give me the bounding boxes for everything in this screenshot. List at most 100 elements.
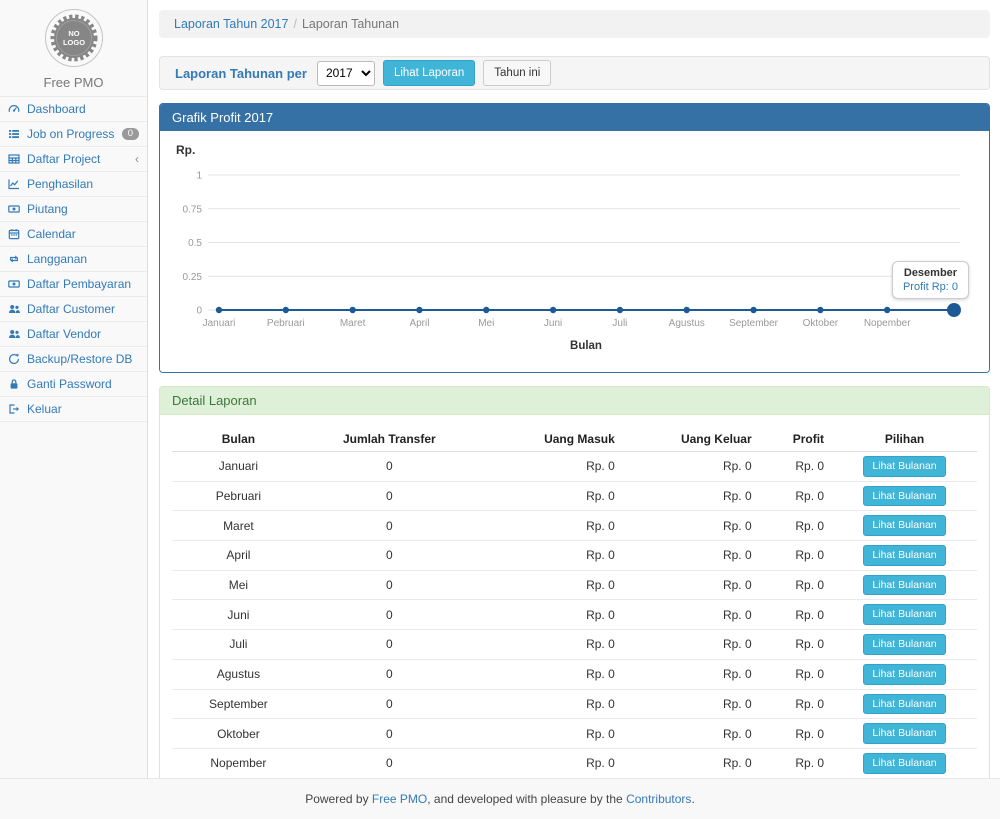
table-cell: 0 bbox=[305, 600, 474, 630]
sidebar-item-dashboard[interactable]: Dashboard bbox=[0, 97, 147, 121]
sidebar-item-job-on-progress[interactable]: Job on Progress 0 bbox=[0, 122, 147, 146]
table-cell: Mei bbox=[172, 570, 305, 600]
table-cell: Oktober bbox=[172, 719, 305, 749]
table-action-cell: Lihat Bulanan bbox=[832, 452, 977, 482]
view-monthly-button[interactable]: Lihat Bulanan bbox=[863, 456, 945, 477]
table-row: April0Rp. 0Rp. 0Rp. 0Lihat Bulanan bbox=[172, 541, 977, 571]
table-cell: Rp. 0 bbox=[623, 689, 760, 719]
table-cell: Rp. 0 bbox=[760, 541, 832, 571]
view-monthly-button[interactable]: Lihat Bulanan bbox=[863, 515, 945, 536]
brand-name: Free PMO bbox=[0, 75, 147, 90]
sidebar-menu-row: Ganti Password bbox=[0, 372, 147, 397]
view-monthly-button[interactable]: Lihat Bulanan bbox=[863, 486, 945, 507]
table-cell: Rp. 0 bbox=[623, 511, 760, 541]
sidebar-menu-row: Penghasilan bbox=[0, 172, 147, 197]
table-action-cell: Lihat Bulanan bbox=[832, 570, 977, 600]
sidebar-item-daftar-vendor[interactable]: Daftar Vendor bbox=[0, 322, 147, 346]
table-row: Maret0Rp. 0Rp. 0Rp. 0Lihat Bulanan bbox=[172, 511, 977, 541]
calendar-icon bbox=[8, 228, 21, 240]
sidebar-item-label: Dashboard bbox=[27, 102, 86, 116]
sidebar-item-langganan[interactable]: Langganan bbox=[0, 247, 147, 271]
sidebar-item-backup-restore-db[interactable]: Backup/Restore DB bbox=[0, 347, 147, 371]
sidebar-menu-row: Calendar bbox=[0, 222, 147, 247]
sidebar-item-daftar-project[interactable]: Daftar Project‹ bbox=[0, 147, 147, 171]
sidebar-item-label: Piutang bbox=[27, 202, 68, 216]
sidebar-item-ganti-password[interactable]: Ganti Password bbox=[0, 372, 147, 396]
footer-middle: , and developed with pleasure by the bbox=[427, 792, 626, 806]
svg-text:0.25: 0.25 bbox=[183, 272, 203, 283]
job-count-badge: 0 bbox=[122, 128, 139, 141]
footer-link-contributors[interactable]: Contributors bbox=[626, 792, 691, 806]
chart-panel-body: Rp. 00.250.50.751JanuariPebruariMaretApr… bbox=[160, 131, 989, 372]
view-monthly-button[interactable]: Lihat Bulanan bbox=[863, 634, 945, 655]
col-header-bulan: Bulan bbox=[172, 427, 305, 452]
table-cell: Rp. 0 bbox=[760, 511, 832, 541]
svg-text:Juni: Juni bbox=[544, 318, 562, 329]
table-cell: 0 bbox=[305, 630, 474, 660]
sidebar-item-label: Penghasilan bbox=[27, 177, 93, 191]
table-cell: 0 bbox=[305, 659, 474, 689]
sidebar-item-label: Daftar Vendor bbox=[27, 327, 101, 341]
breadcrumb-current: Laporan Tahunan bbox=[302, 17, 399, 31]
view-monthly-button[interactable]: Lihat Bulanan bbox=[863, 664, 945, 685]
view-monthly-button[interactable]: Lihat Bulanan bbox=[863, 694, 945, 715]
dashboard-icon bbox=[8, 103, 21, 115]
sidebar-item-label: Job on Progress bbox=[27, 127, 114, 141]
sidebar-item-keluar[interactable]: Keluar bbox=[0, 397, 147, 421]
main-content: Laporan Tahun 2017/Laporan Tahunan Lapor… bbox=[149, 0, 1000, 778]
chevron-left-icon: ‹ bbox=[135, 153, 139, 165]
sidebar-item-daftar-pembayaran[interactable]: Daftar Pembayaran bbox=[0, 272, 147, 296]
table-cell: 0 bbox=[305, 452, 474, 482]
table-cell: Rp. 0 bbox=[623, 481, 760, 511]
chart-y-axis-label: Rp. bbox=[176, 143, 977, 157]
tooltip-value: Profit Rp: 0 bbox=[903, 281, 958, 293]
table-action-cell: Lihat Bulanan bbox=[832, 719, 977, 749]
svg-text:Nopember: Nopember bbox=[864, 318, 911, 329]
table-cell: Januari bbox=[172, 452, 305, 482]
view-monthly-button[interactable]: Lihat Bulanan bbox=[863, 575, 945, 596]
table-cell: Rp. 0 bbox=[474, 541, 623, 571]
table-cell: 0 bbox=[305, 719, 474, 749]
users-icon bbox=[8, 328, 21, 340]
view-monthly-button[interactable]: Lihat Bulanan bbox=[863, 604, 945, 625]
table-cell: Agustus bbox=[172, 659, 305, 689]
footer-link-free-pmo[interactable]: Free PMO bbox=[372, 792, 427, 806]
year-select[interactable]: 2017 bbox=[317, 61, 375, 86]
table-cell: Rp. 0 bbox=[623, 748, 760, 778]
chart-panel-title: Grafik Profit 2017 bbox=[160, 104, 989, 131]
svg-text:September: September bbox=[729, 318, 779, 329]
table-cell: Rp. 0 bbox=[623, 719, 760, 749]
table-cell: Rp. 0 bbox=[474, 481, 623, 511]
sidebar-item-label: Ganti Password bbox=[27, 377, 112, 391]
table-cell: Rp. 0 bbox=[474, 659, 623, 689]
sidebar-item-penghasilan[interactable]: Penghasilan bbox=[0, 172, 147, 196]
col-header-uang-masuk: Uang Masuk bbox=[474, 427, 623, 452]
view-monthly-button[interactable]: Lihat Bulanan bbox=[863, 753, 945, 774]
footer-text: Powered by Free PMO, and developed with … bbox=[305, 792, 695, 806]
view-report-button[interactable]: Lihat Laporan bbox=[383, 60, 475, 86]
table-cell: Rp. 0 bbox=[760, 630, 832, 660]
no-logo-seal-icon: NO LOGO bbox=[44, 8, 104, 68]
detail-panel-title: Detail Laporan bbox=[160, 387, 989, 415]
sidebar-item-calendar[interactable]: Calendar bbox=[0, 222, 147, 246]
sidebar-menu-row: Langganan bbox=[0, 247, 147, 272]
sidebar-item-daftar-customer[interactable]: Daftar Customer bbox=[0, 297, 147, 321]
this-year-button[interactable]: Tahun ini bbox=[483, 60, 551, 86]
footer-suffix: . bbox=[691, 792, 694, 806]
view-monthly-button[interactable]: Lihat Bulanan bbox=[863, 545, 945, 566]
money-icon bbox=[8, 203, 21, 215]
table-cell: 0 bbox=[305, 541, 474, 571]
logo-block: NO LOGO Free PMO bbox=[0, 0, 147, 96]
breadcrumb: Laporan Tahun 2017/Laporan Tahunan bbox=[159, 10, 990, 38]
view-monthly-button[interactable]: Lihat Bulanan bbox=[863, 723, 945, 744]
sidebar-item-piutang[interactable]: Piutang bbox=[0, 197, 147, 221]
table-cell: Rp. 0 bbox=[474, 748, 623, 778]
sidebar-item-label: Calendar bbox=[27, 227, 76, 241]
sidebar-menu-row: Dashboard bbox=[0, 97, 147, 122]
retweet-icon bbox=[8, 253, 21, 265]
table-cell: 0 bbox=[305, 748, 474, 778]
breadcrumb-link-laporan-tahun[interactable]: Laporan Tahun 2017 bbox=[174, 17, 288, 31]
svg-text:Oktober: Oktober bbox=[803, 318, 839, 329]
report-table: Bulan Jumlah Transfer Uang Masuk Uang Ke… bbox=[172, 427, 977, 778]
table-action-cell: Lihat Bulanan bbox=[832, 748, 977, 778]
